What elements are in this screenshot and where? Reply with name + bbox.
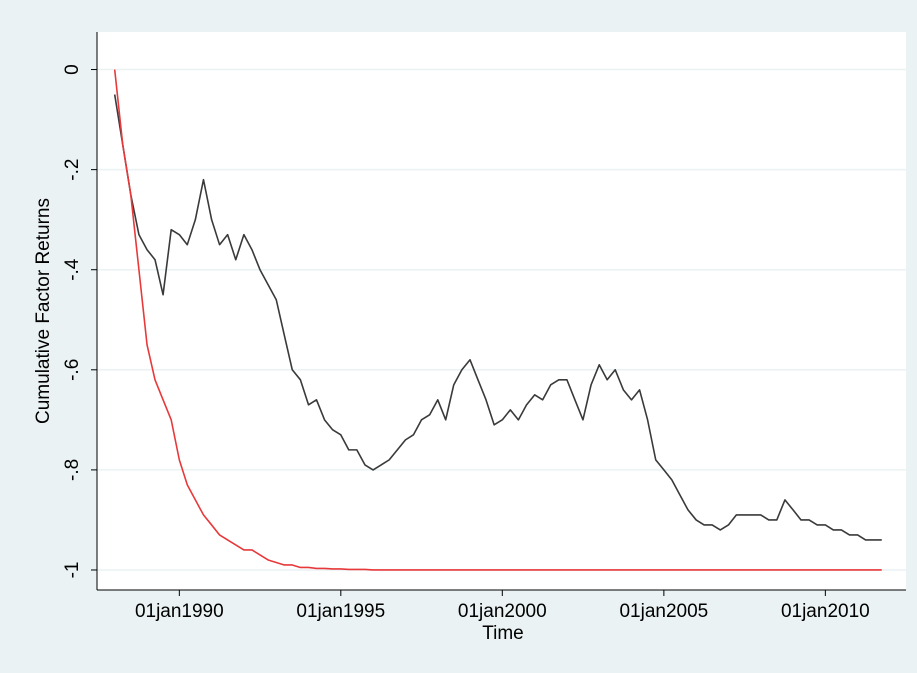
x-tick-label: 01jan2005 [619, 601, 708, 622]
x-tick-label: 01jan2010 [781, 601, 870, 622]
y-tick-label: -.8 [62, 459, 83, 481]
y-tick-label: -.2 [62, 159, 83, 181]
y-axis-title: Cumulative Factor Returns [33, 198, 54, 424]
series-line [113, 94, 882, 541]
x-tick-label: 01jan1990 [135, 601, 224, 622]
y-tick-label: -.4 [62, 258, 83, 281]
x-axis-title: Time [482, 623, 524, 644]
y-tick-label: -.6 [62, 359, 83, 381]
x-tick-label: 01jan2000 [458, 601, 547, 622]
x-tick-label: 01jan1995 [296, 601, 385, 622]
plot-area [97, 32, 906, 590]
y-tick-label: 0 [62, 64, 83, 75]
series-line [113, 69, 882, 571]
y-tick-label: -1 [62, 562, 83, 579]
